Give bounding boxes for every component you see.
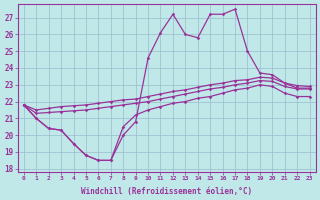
X-axis label: Windchill (Refroidissement éolien,°C): Windchill (Refroidissement éolien,°C) [81, 187, 252, 196]
